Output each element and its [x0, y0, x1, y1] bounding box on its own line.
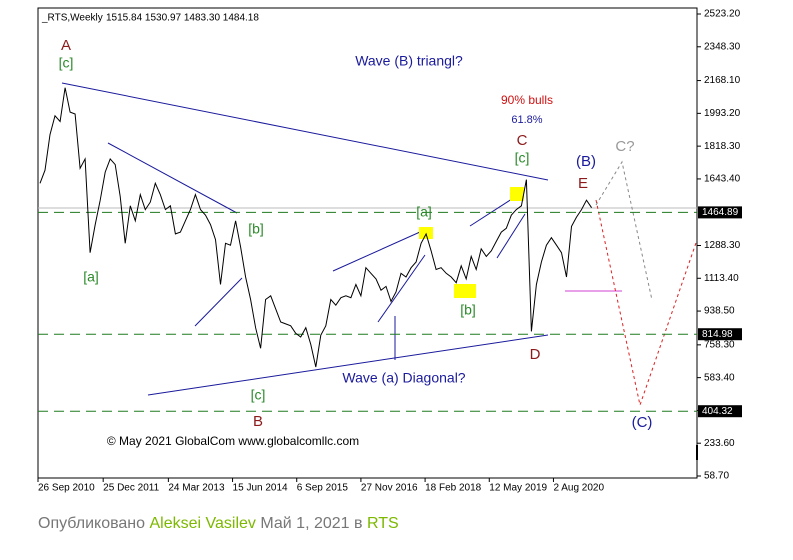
x-tick-label: 25 Dec 2011 [103, 483, 159, 494]
trendlines [61, 82, 549, 396]
level-box [698, 405, 742, 418]
y-tick-label: 1818.30 [704, 141, 741, 152]
annotation: 61.8% [511, 114, 542, 126]
author-link[interactable]: Aleksei Vasilev [149, 515, 256, 532]
annotation: [c] [251, 387, 266, 403]
level-label: 814.98 [702, 329, 733, 340]
x-tick-label: 6 Sep 2015 [297, 483, 349, 494]
y-tick-label: 938.50 [704, 306, 735, 317]
trendline [332, 231, 421, 272]
trendline [61, 82, 549, 181]
level-box [698, 206, 742, 219]
annotation: D [530, 346, 541, 363]
annotation: [a] [416, 204, 432, 220]
y-tick-label: 1993.20 [704, 108, 741, 119]
annotation: A [61, 37, 71, 54]
footer: Опубликовано Aleksei Vasilev Май 1, 2021… [38, 515, 399, 533]
annotation: [c] [515, 150, 530, 166]
y-tick-label: 583.40 [704, 372, 735, 383]
published: Опубликовано [38, 515, 146, 532]
annotation: (C) [632, 414, 653, 431]
date: Май 1, 2021 в [260, 515, 363, 532]
x-tick-label: 27 Nov 2016 [361, 483, 418, 494]
highlight [454, 284, 476, 298]
x-tick-label: 24 Mar 2013 [168, 483, 225, 494]
trendline [194, 277, 243, 327]
level-label: 404.32 [702, 406, 733, 417]
highlight [510, 187, 524, 201]
trendline [147, 334, 549, 396]
annotation: [b] [248, 221, 264, 237]
x-tick-label: 26 Sep 2010 [38, 483, 95, 494]
y-tick-label: 1643.40 [704, 174, 741, 185]
annotation: Wave (B) triangl? [355, 53, 463, 69]
x-tick-label: 12 May 2019 [489, 483, 547, 494]
highlight [419, 227, 433, 239]
projection-alt [595, 160, 653, 301]
y-tick-label: 1288.30 [704, 240, 741, 251]
projection [595, 199, 698, 407]
symbol: _RTS,Weekly [41, 13, 103, 24]
ohlc: 1515.84 1530.97 1483.30 1484.18 [106, 13, 259, 24]
trendline [496, 213, 526, 259]
annotation: Wave (a) Diagonal? [342, 370, 465, 386]
trendline [107, 142, 238, 214]
y-tick-label: 58.70 [704, 471, 729, 482]
annotation: [b] [460, 302, 476, 318]
annotation: E [578, 175, 588, 192]
y-tick-label: 758.30 [704, 339, 735, 350]
x-tick-label: 2 Aug 2020 [553, 483, 604, 494]
annotation: (B) [576, 153, 596, 170]
annotation: C [517, 132, 528, 149]
symbol-link[interactable]: RTS [366, 515, 399, 532]
trendline [377, 254, 426, 323]
y-tick-label: 2348.30 [704, 41, 741, 52]
annotation: [a] [83, 269, 99, 285]
annotation: C? [615, 138, 634, 155]
annotation: [c] [59, 55, 74, 71]
x-tick-label: 18 Feb 2018 [425, 483, 482, 494]
x-tick-label: 15 Jun 2014 [233, 483, 288, 494]
annotation: 90% bulls [501, 93, 553, 107]
chart: _RTS,Weekly 1515.84 1530.97 1483.30 1484… [37, 7, 742, 494]
y-tick-label: 2168.10 [704, 75, 741, 86]
level-label: 1464.89 [702, 207, 739, 218]
y-tick-label: 1113.40 [704, 273, 739, 284]
y-tick-label: 233.60 [704, 438, 735, 449]
annotation: © May 2021 GlobalCom www.globalcomllc.co… [107, 434, 359, 448]
plot-frame [37, 7, 698, 479]
level-box [698, 328, 742, 341]
y-tick-label: 2523.20 [704, 9, 741, 20]
annotation: B [253, 413, 263, 430]
price-line-series [39, 87, 593, 368]
trendline [469, 196, 516, 227]
